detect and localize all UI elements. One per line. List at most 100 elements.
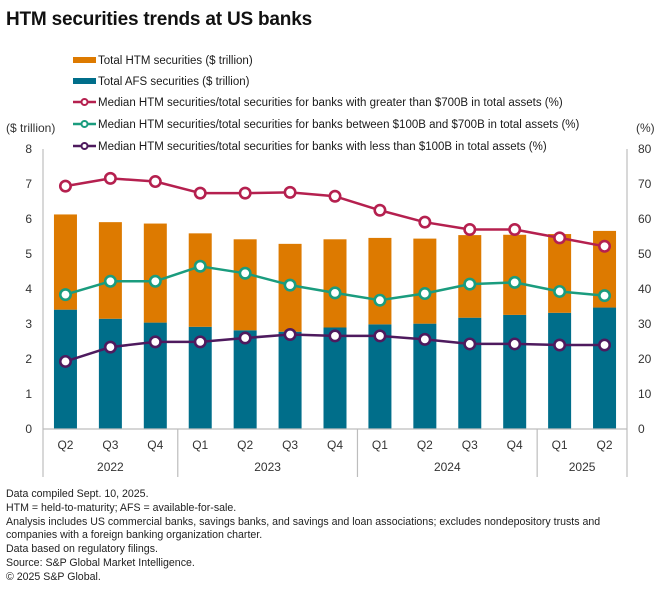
- x-tick-label: Q4: [327, 438, 343, 452]
- series-point: [58, 354, 72, 368]
- x-tick-label: Q1: [192, 438, 208, 452]
- legend-label: Total AFS securities ($ trillion): [98, 76, 250, 88]
- right-tick-label: 70: [638, 177, 652, 191]
- series-point: [283, 185, 297, 199]
- bar-afs: [143, 322, 167, 429]
- legend-item: Median HTM securities/total securities f…: [73, 141, 547, 153]
- left-tick-label: 1: [25, 387, 32, 401]
- bar-htm: [593, 230, 617, 308]
- left-tick-label: 6: [25, 212, 32, 226]
- footer-note: Data based on regulatory filings.: [6, 542, 158, 555]
- series-point: [508, 223, 522, 237]
- series-point: [463, 277, 477, 291]
- x-tick-label: Q1: [552, 438, 568, 452]
- bar-htm: [53, 214, 77, 310]
- x-group-label: 2023: [254, 460, 281, 474]
- series-point: [508, 275, 522, 289]
- legend-item: Total AFS securities ($ trillion): [73, 76, 250, 88]
- bar-htm: [368, 237, 392, 325]
- bar-afs: [413, 323, 437, 429]
- series-point: [148, 274, 162, 288]
- chart-title: HTM securities trends at US banks: [6, 9, 312, 30]
- bar-afs: [188, 326, 212, 429]
- left-tick-label: 4: [25, 282, 32, 296]
- bar-afs: [503, 314, 527, 429]
- left-tick-label: 0: [25, 422, 32, 436]
- right-tick-label: 80: [638, 142, 652, 156]
- right-tick-label: 10: [638, 387, 652, 401]
- bar-afs: [323, 327, 347, 429]
- legend-item: Median HTM securities/total securities f…: [73, 119, 579, 131]
- left-tick-label: 7: [25, 177, 32, 191]
- x-tick-label: Q4: [507, 438, 523, 452]
- right-tick-label: 50: [638, 247, 652, 261]
- bar-htm: [143, 223, 167, 323]
- series-point: [598, 338, 612, 352]
- bar-htm: [98, 222, 122, 319]
- series-point: [418, 332, 432, 346]
- x-group-label: 2024: [434, 460, 461, 474]
- bar-afs: [548, 312, 572, 429]
- bar-series: [53, 214, 617, 429]
- legend-swatch: [73, 57, 96, 63]
- bar-htm: [413, 238, 437, 324]
- legend-label: Total HTM securities ($ trillion): [98, 55, 253, 67]
- series-point: [418, 287, 432, 301]
- series-point: [598, 289, 612, 303]
- footer-notes: Data compiled Sept. 10, 2025. HTM = held-…: [6, 488, 654, 585]
- series-point: [328, 329, 342, 343]
- right-tick-label: 30: [638, 317, 652, 331]
- right-axis-unit-label: (%): [636, 121, 655, 135]
- series-point: [373, 203, 387, 217]
- left-axis-unit-label: ($ trillion): [6, 121, 55, 135]
- series-point: [463, 337, 477, 351]
- left-tick-label: 8: [25, 142, 32, 156]
- legend-item: Median HTM securities/total securities f…: [73, 97, 563, 109]
- series-point: [508, 337, 522, 351]
- series-point: [598, 239, 612, 253]
- left-tick-label: 3: [25, 317, 32, 331]
- series-point: [238, 266, 252, 280]
- series-point: [553, 338, 567, 352]
- right-tick-label: 60: [638, 212, 652, 226]
- series-point: [103, 274, 117, 288]
- bar-afs: [593, 307, 617, 429]
- legend: Total HTM securities ($ trillion) Total A…: [73, 55, 579, 153]
- bar-afs: [233, 330, 257, 429]
- series-point: [373, 293, 387, 307]
- series-point: [238, 186, 252, 200]
- x-group-label: 2022: [97, 460, 124, 474]
- series-point: [103, 340, 117, 354]
- series-point: [58, 179, 72, 193]
- legend-marker: [80, 142, 89, 150]
- bar-afs: [458, 317, 482, 429]
- x-group-label: 2025: [569, 460, 596, 474]
- series-point: [553, 284, 567, 298]
- right-tick-label: 40: [638, 282, 652, 296]
- x-tick-label: Q1: [372, 438, 388, 452]
- footer-note: Data compiled Sept. 10, 2025.: [6, 488, 149, 500]
- left-tick-label: 2: [25, 352, 32, 366]
- series-point: [418, 215, 432, 229]
- series-point: [58, 288, 72, 302]
- bar-htm: [233, 239, 257, 331]
- series-point: [148, 175, 162, 189]
- x-tick-label: Q2: [597, 438, 613, 452]
- line-series: [58, 171, 612, 368]
- series-point: [238, 331, 252, 345]
- series-point: [463, 223, 477, 237]
- left-axis: 0 1 2 3 4 5 6 7 8: [25, 142, 44, 477]
- bar-htm: [548, 234, 572, 313]
- series-point: [328, 286, 342, 300]
- bar-htm: [323, 239, 347, 328]
- right-axis: 0 10 20 30 40 50 60 70 80: [626, 142, 652, 477]
- legend-label: Median HTM securities/total securities f…: [98, 141, 547, 153]
- legend-marker: [80, 120, 89, 128]
- series-point: [193, 186, 207, 200]
- bar-htm: [503, 234, 527, 315]
- series-point: [553, 231, 567, 245]
- bar-afs: [368, 324, 392, 429]
- series-point: [148, 335, 162, 349]
- bar-afs: [53, 309, 77, 429]
